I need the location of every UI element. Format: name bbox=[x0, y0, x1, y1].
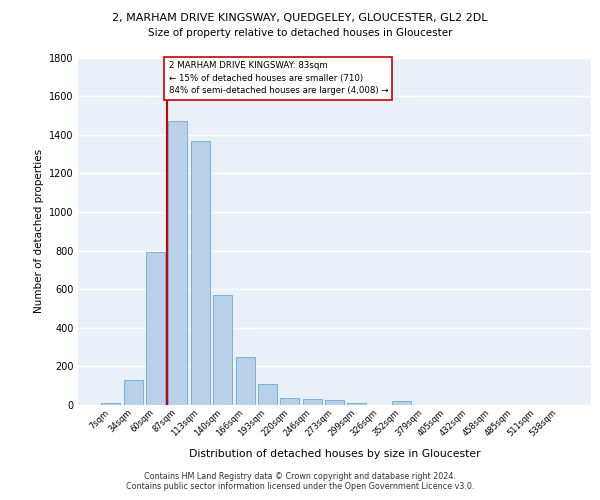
Bar bbox=[236, 356, 254, 405]
Text: 2 MARHAM DRIVE KINGSWAY: 83sqm
← 15% of detached houses are smaller (710)
84% of: 2 MARHAM DRIVE KINGSWAY: 83sqm ← 15% of … bbox=[169, 62, 388, 96]
Text: 2, MARHAM DRIVE KINGSWAY, QUEDGELEY, GLOUCESTER, GL2 2DL: 2, MARHAM DRIVE KINGSWAY, QUEDGELEY, GLO… bbox=[112, 12, 488, 22]
Bar bbox=[392, 401, 411, 405]
Bar bbox=[124, 380, 143, 405]
Y-axis label: Number of detached properties: Number of detached properties bbox=[34, 149, 44, 314]
Bar bbox=[191, 140, 210, 405]
Bar bbox=[146, 252, 165, 405]
X-axis label: Distribution of detached houses by size in Gloucester: Distribution of detached houses by size … bbox=[188, 449, 481, 459]
Bar bbox=[101, 403, 121, 405]
Bar bbox=[325, 400, 344, 405]
Bar bbox=[258, 384, 277, 405]
Bar bbox=[169, 121, 187, 405]
Text: Size of property relative to detached houses in Gloucester: Size of property relative to detached ho… bbox=[148, 28, 452, 38]
Bar bbox=[213, 295, 232, 405]
Bar bbox=[347, 403, 367, 405]
Bar bbox=[280, 398, 299, 405]
Text: Contains HM Land Registry data © Crown copyright and database right 2024.
Contai: Contains HM Land Registry data © Crown c… bbox=[126, 472, 474, 491]
Bar bbox=[302, 399, 322, 405]
